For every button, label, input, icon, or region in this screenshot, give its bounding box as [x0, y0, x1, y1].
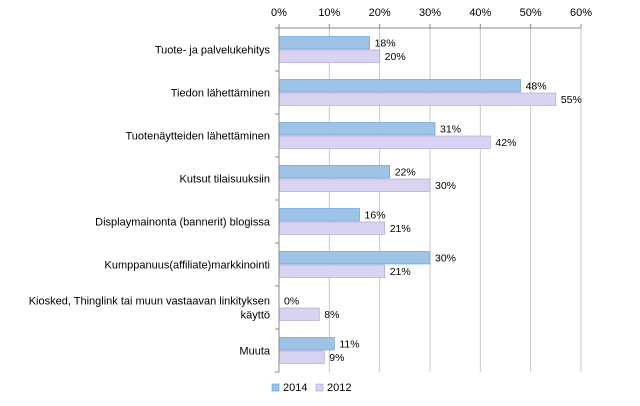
bars: [278, 36, 557, 364]
x-tick-label: 30%: [419, 7, 441, 19]
legend-label-2014: 2014: [283, 382, 307, 394]
legend: 2014 2012: [271, 382, 351, 394]
data-label-2012: 42%: [495, 137, 516, 149]
data-label-2012: 30%: [435, 180, 456, 192]
category-label: Tuotenäytteiden lähettäminen: [125, 131, 270, 143]
bar-2014: [278, 208, 360, 222]
data-label-2012: 21%: [390, 266, 411, 278]
data-label-2012: 21%: [390, 223, 411, 235]
category-label: Muuta: [239, 346, 270, 358]
category-label: Kumppanuus(affiliate)markkinointi: [105, 260, 271, 272]
x-tick-label: 60%: [570, 7, 592, 19]
data-label-2014: 16%: [365, 210, 386, 222]
data-label-2012: 8%: [324, 309, 339, 321]
bar-2014: [278, 251, 431, 265]
data-label-2014: 31%: [440, 124, 461, 136]
x-tick-label: 0%: [271, 7, 287, 19]
bar-2012: [278, 49, 380, 63]
category-label: Kiosked, Thinglink tai muun vastaavan li…: [29, 296, 270, 308]
data-label-2012: 20%: [385, 51, 406, 63]
data-label-2012: 55%: [561, 94, 582, 106]
data-label-2014: 11%: [339, 339, 359, 351]
category-label: Tuote- ja palvelukehitys: [155, 45, 271, 57]
bar-2012: [278, 221, 385, 235]
bar-2012: [278, 350, 325, 364]
bar-2014: [278, 337, 335, 351]
data-label-2014: 22%: [395, 167, 416, 179]
bar-2012: [278, 135, 491, 149]
x-axis-ticks: 0% 10% 20% 30% 40% 50% 60%: [271, 7, 592, 19]
data-label-2014: 18%: [375, 38, 396, 50]
category-label: Displaymainonta (bannerit) blogissa: [95, 217, 271, 229]
x-tick-label: 50%: [520, 7, 542, 19]
category-label: Tiedon lähettäminen: [171, 88, 270, 100]
x-tick-label: 40%: [469, 7, 491, 19]
bar-2014: [278, 79, 521, 93]
category-label: käyttö: [241, 310, 270, 322]
x-tick-label: 20%: [369, 7, 391, 19]
bar-2012: [278, 264, 385, 278]
data-label-2012: 9%: [329, 352, 344, 364]
data-label-2014: 0%: [284, 296, 299, 308]
legend-swatch-2012: [315, 383, 324, 392]
bar-2014: [278, 165, 391, 179]
x-tick-label: 10%: [318, 7, 340, 19]
y-axis: [275, 27, 581, 373]
data-label-2014: 30%: [435, 253, 456, 265]
category-label: Kutsut tilaisuuksiin: [180, 174, 271, 186]
bar-2014: [278, 122, 436, 136]
bar-2012: [278, 307, 320, 321]
data-label-2014: 48%: [526, 81, 547, 93]
bar-2014: [278, 36, 370, 50]
legend-label-2012: 2012: [327, 382, 351, 394]
data-labels: 18%20% 48% 55% 31% 42% 22% 30% 16% 21% 30% 21% 0% 8%…: [284, 38, 582, 365]
legend-swatch-2014: [271, 383, 280, 392]
category-labels: Tuote- ja palvelukehitys Tiedon lähettämi…: [29, 45, 271, 358]
bar-2012: [278, 178, 431, 192]
bar-2012: [278, 92, 557, 106]
